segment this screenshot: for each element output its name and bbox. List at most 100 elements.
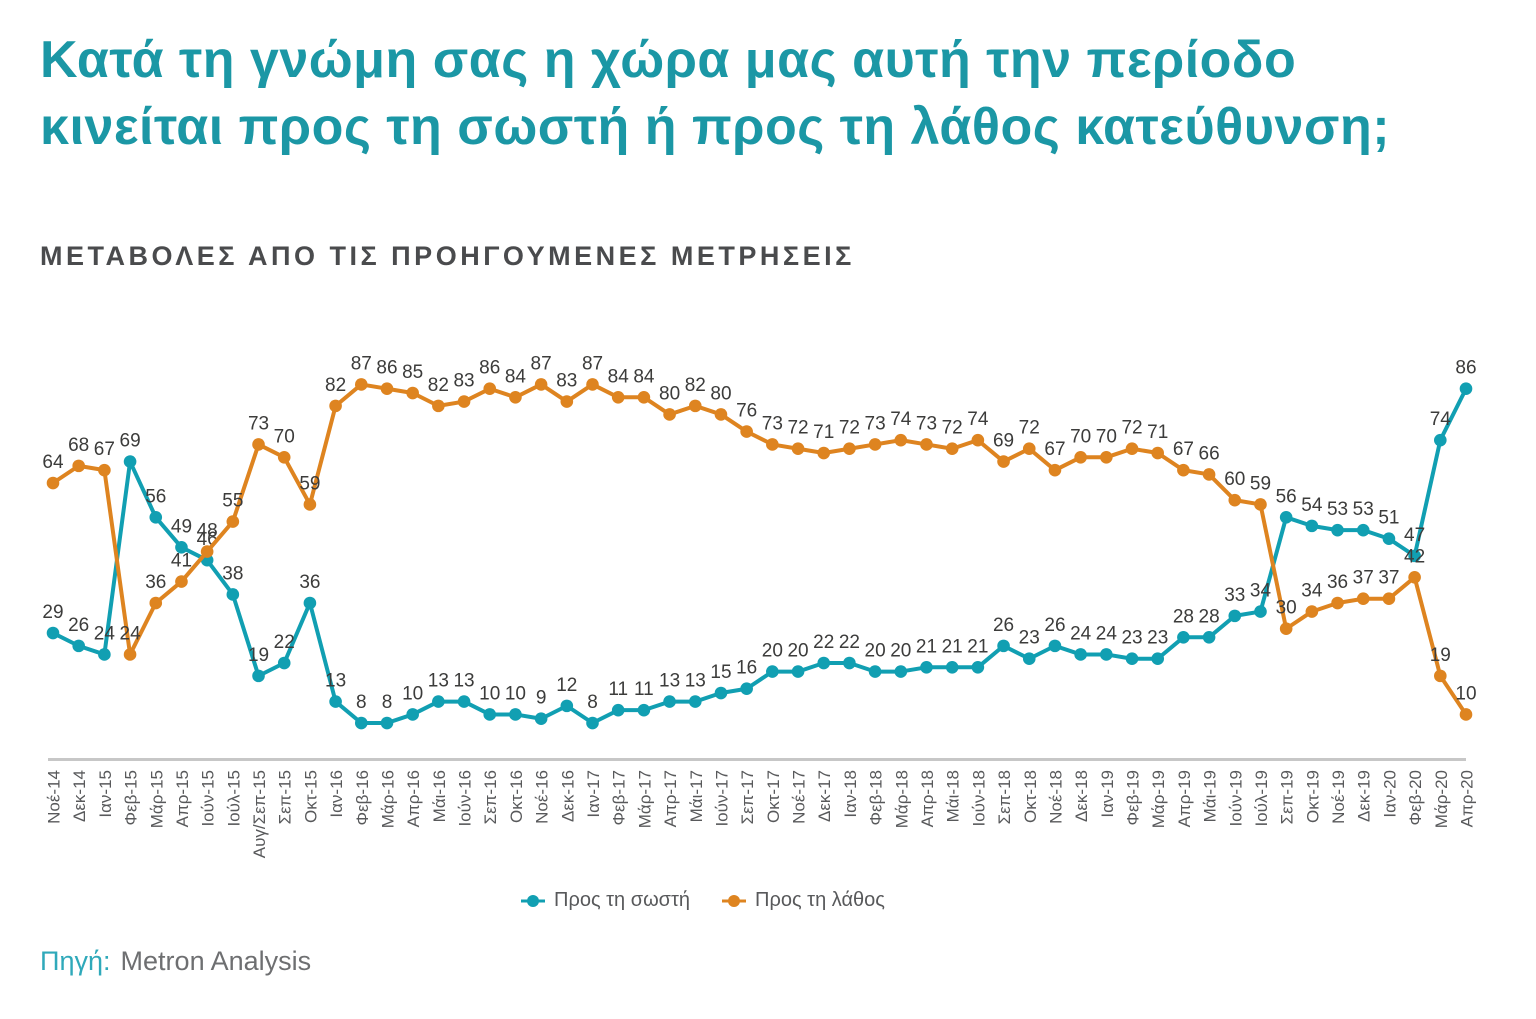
data-point-dot (175, 541, 188, 554)
data-point-label: 11 (608, 679, 628, 700)
data-point-label: 70 (1070, 426, 1091, 447)
data-point-dot (252, 669, 265, 683)
data-point-label: 59 (299, 473, 320, 494)
data-point-dot (945, 442, 959, 456)
data-point-dot (226, 515, 240, 528)
data-point-label: 70 (274, 426, 295, 447)
legend-marker-teal (521, 894, 545, 907)
data-point-label: 8 (587, 692, 598, 713)
data-point-dot (1125, 442, 1139, 456)
data-point-label: 26 (68, 615, 89, 636)
data-point-label: 74 (1430, 409, 1452, 430)
data-point-dot (1434, 669, 1447, 683)
data-point-dot (1202, 631, 1216, 644)
data-point-dot (483, 708, 497, 721)
data-point-dot (46, 626, 60, 640)
legend-item-wrong-direction: Προς τη λάθος (722, 889, 885, 912)
data-point-dot (560, 395, 574, 408)
data-point-dot (457, 695, 471, 708)
x-axis-label: Ιαν-15 (96, 770, 115, 818)
data-point-label: 21 (967, 636, 988, 657)
x-axis-label: Δεκ-19 (1355, 770, 1374, 822)
data-point-dot (971, 661, 985, 674)
data-point-label: 20 (762, 641, 783, 662)
legend-label-wrong-direction: Προς τη λάθος (755, 889, 885, 911)
data-point-dot (1022, 442, 1036, 456)
data-point-dot (123, 648, 137, 661)
data-point-dot (1279, 622, 1293, 636)
data-point-label: 71 (813, 422, 834, 443)
data-point-dot (380, 382, 394, 396)
data-point-dot (997, 455, 1010, 468)
data-point-dot (1177, 463, 1190, 477)
data-point-dot (98, 463, 111, 477)
data-point-label: 36 (1327, 572, 1348, 593)
data-point-dot (688, 695, 702, 708)
legend-item-right-direction: Προς τη σωστή (521, 889, 690, 912)
data-point-dot (1125, 652, 1139, 666)
data-point-label: 85 (402, 362, 423, 383)
data-point-label: 84 (608, 366, 630, 387)
data-point-dot (277, 451, 291, 464)
legend-label-right-direction: Προς τη σωστή (554, 889, 691, 911)
data-point-label: 53 (1353, 499, 1374, 520)
data-point-dot (329, 399, 342, 413)
data-point-label: 15 (710, 662, 731, 683)
x-axis-label: Οκτ-16 (507, 770, 526, 823)
data-point-label: 51 (1378, 508, 1399, 529)
x-axis-label: Σεπ-16 (481, 770, 500, 824)
data-point-dot (226, 588, 240, 601)
data-point-label: 36 (145, 572, 166, 593)
data-point-label: 12 (556, 675, 577, 696)
data-point-dot (611, 391, 625, 404)
data-point-dot (1331, 523, 1344, 537)
data-point-dot (637, 703, 651, 717)
data-point-dot (432, 695, 445, 708)
data-point-label: 67 (94, 439, 115, 460)
data-point-label: 74 (890, 409, 912, 430)
x-axis-label: Μάι-18 (944, 770, 963, 822)
data-point-label: 49 (171, 516, 192, 537)
source-text: Metron Analysis (120, 946, 312, 976)
data-point-label: 68 (68, 435, 89, 456)
data-point-label: 37 (1378, 568, 1399, 589)
data-point-dot (1408, 571, 1421, 584)
data-point-label: 10 (402, 683, 423, 704)
data-point-dot (1356, 523, 1370, 537)
data-point-dot (791, 442, 805, 456)
data-point-dot (354, 378, 368, 391)
x-axis-label: Απρ-15 (173, 770, 192, 827)
data-point-dot (637, 391, 651, 404)
legend: Προς τη σωστή Προς τη λάθος (521, 889, 885, 912)
data-point-dot (46, 476, 60, 490)
data-point-dot (483, 382, 497, 396)
data-point-dot (1434, 433, 1447, 447)
data-point-dot (894, 665, 908, 678)
data-point-dot (175, 575, 188, 588)
data-point-dot (1382, 532, 1396, 546)
data-point-label: 84 (633, 366, 655, 387)
data-point-label: 55 (222, 491, 243, 512)
x-axis-label: Απρ-17 (661, 770, 680, 827)
data-point-label: 80 (710, 383, 731, 404)
data-point-label: 42 (1404, 546, 1425, 567)
data-point-label: 83 (556, 371, 577, 392)
x-axis-label: Μάρ-20 (1432, 770, 1451, 828)
data-point-label: 56 (145, 486, 166, 507)
data-point-label: 22 (813, 632, 834, 653)
data-point-label: 24 (120, 623, 142, 644)
x-axis-label: Ιαν-18 (841, 770, 860, 818)
x-axis-label: Απρ-18 (918, 770, 937, 827)
data-point-label: 36 (299, 572, 320, 593)
data-point-label: 9 (536, 688, 547, 709)
data-point-label: 41 (171, 551, 192, 572)
data-point-label: 13 (453, 671, 474, 692)
x-axis-label: Φεβ-16 (353, 770, 372, 826)
data-point-label: 34 (1301, 581, 1323, 602)
data-point-label: 20 (787, 641, 808, 662)
data-point-dot (252, 438, 265, 451)
data-point-label: 30 (1276, 598, 1297, 619)
source-label: Πηγή: (40, 946, 111, 976)
data-point-dot (843, 442, 856, 456)
x-axis-label: Μάι-16 (430, 770, 449, 822)
